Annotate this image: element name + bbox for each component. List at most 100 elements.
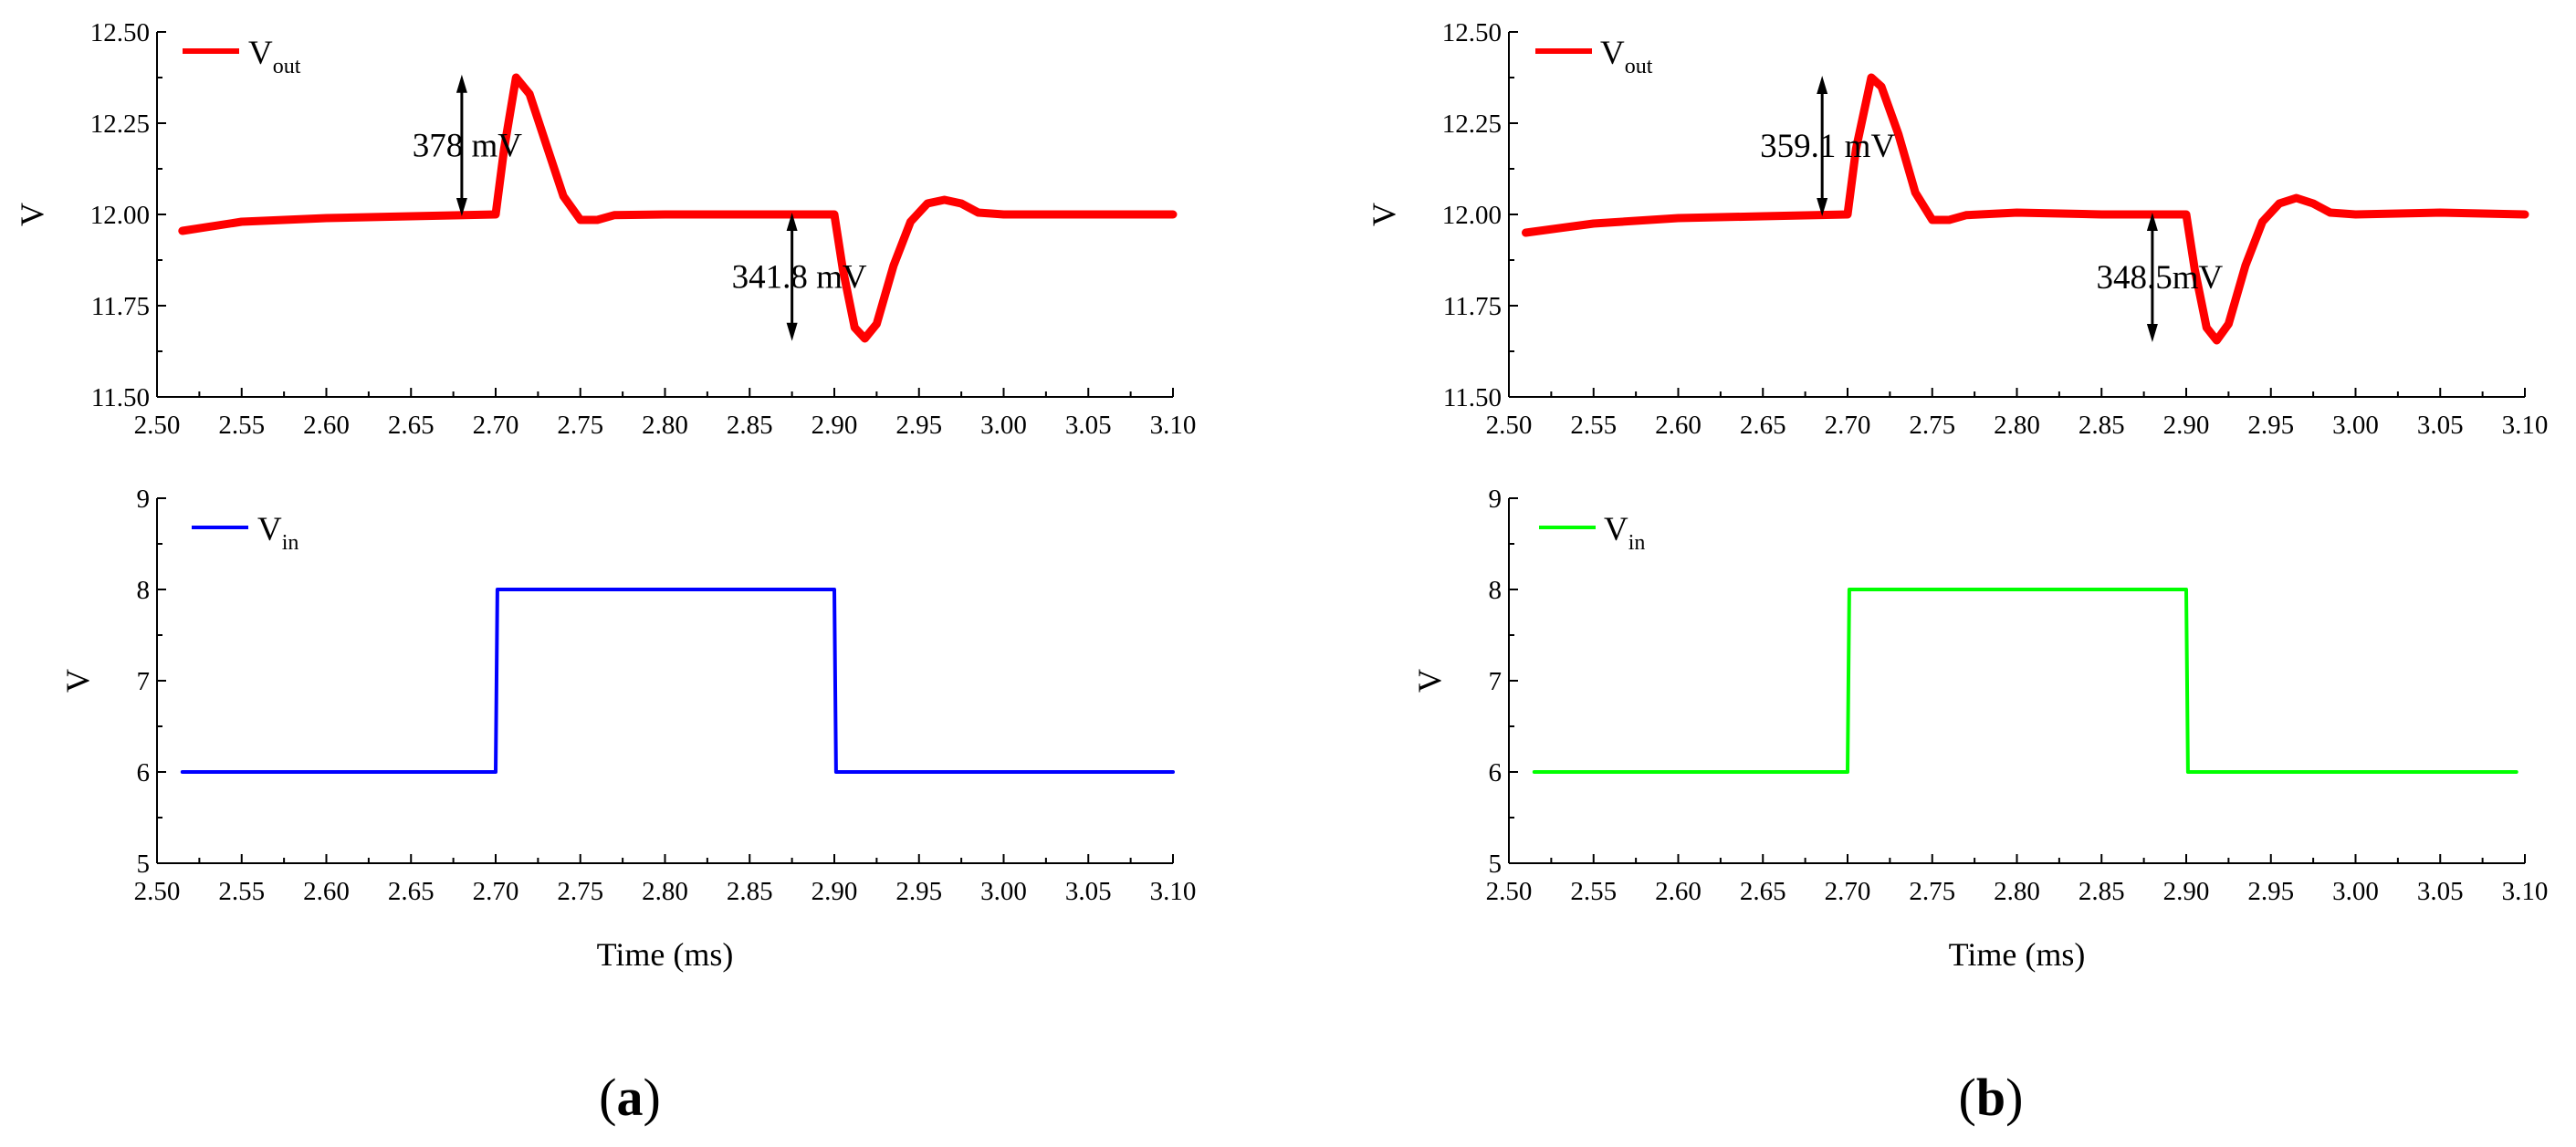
chart-2-x-tick-label: 2.70 xyxy=(1825,411,1871,440)
chart-0-x-tick-label: 3.10 xyxy=(1150,411,1197,440)
chart-2-annotation-0-arrowhead-top xyxy=(1817,76,1828,94)
chart-3-y-tick-label: 5 xyxy=(1489,850,1503,879)
chart-0-y-tick-label: 12.25 xyxy=(90,109,150,139)
chart-a-top: 2.50 2.55 2.60 2.65 2.70 2.75 2.80 2.85 2.90 2.95… xyxy=(14,18,1196,440)
chart-2-x-tick-label: 2.75 xyxy=(1909,411,1955,440)
chart-2-x-tick-label: 2.55 xyxy=(1570,411,1617,440)
chart-3-y-tick-label: 7 xyxy=(1489,667,1503,696)
chart-3-legend-main: V xyxy=(1604,511,1628,548)
chart-2-x-tick-label: 3.10 xyxy=(2502,411,2549,440)
chart-2-y-axis-label: V xyxy=(1366,203,1402,226)
chart-2-annotation-1-arrowhead-bottom xyxy=(2146,324,2158,342)
chart-3-x-tick-label: 2.70 xyxy=(1825,877,1871,906)
chart-2-x-tick-label: 2.80 xyxy=(1994,411,2040,440)
chart-2-annotation-0-label: 359.1 mV xyxy=(1760,128,1895,165)
chart-3-x-tick-label: 3.00 xyxy=(2332,877,2379,906)
chart-2-x-tick-label: 2.50 xyxy=(1486,411,1533,440)
chart-0-x-tick-label: 3.05 xyxy=(1065,411,1112,440)
chart-1-y-tick-label: 7 xyxy=(137,667,151,696)
chart-0-annotation-0-arrowhead-bottom xyxy=(456,198,467,216)
chart-0-annotation-1-arrowhead-top xyxy=(786,213,798,231)
chart-1-x-tick-label: 2.85 xyxy=(727,877,773,906)
chart-1-x-axis-label: Time (ms) xyxy=(597,936,734,973)
chart-1-y-tick-label: 9 xyxy=(137,485,151,514)
chart-3-legend-label: Vin xyxy=(1604,511,1645,555)
chart-0-x-tick-label: 2.75 xyxy=(557,411,603,440)
chart-a-bottom: 2.50 2.55 2.60 2.65 2.70 2.75 2.80 2.85 2.90 2.95… xyxy=(59,485,1196,973)
chart-0-legend-main: V xyxy=(248,35,273,72)
chart-3-x-tick-label: 2.95 xyxy=(2247,877,2294,906)
chart-3-y-tick-label: 6 xyxy=(1489,758,1503,787)
chart-2-annotation-1: 348.5mV xyxy=(2097,213,2224,342)
chart-0-x-tick-label: 3.00 xyxy=(980,411,1027,440)
chart-1-x-tick-label: 2.50 xyxy=(134,877,181,906)
chart-3-y-tick-label: 9 xyxy=(1489,485,1503,514)
panel-label-b-text: b xyxy=(1976,1068,2005,1127)
chart-0-x-tick-label: 2.95 xyxy=(895,411,942,440)
chart-1-y-tick-label: 8 xyxy=(137,576,151,605)
chart-3-x-tick-label: 3.05 xyxy=(2417,877,2464,906)
chart-1-y-tick-label: 5 xyxy=(137,850,151,879)
chart-0-y-tick-label: 12.50 xyxy=(90,18,150,47)
chart-3-y-axis-label: V xyxy=(1411,669,1448,693)
chart-2-x-tick-label: 2.65 xyxy=(1740,411,1786,440)
chart-0-legend-sub: out xyxy=(273,55,301,78)
chart-0-annotation-0-label: 378 mV xyxy=(413,127,523,164)
chart-0-legend-label: Vout xyxy=(248,35,301,78)
chart-3-x-tick-label: 2.80 xyxy=(1994,877,2040,906)
chart-2-x-tick-label: 2.90 xyxy=(2163,411,2210,440)
chart-0-annotation-1: 341.8 mV xyxy=(732,213,867,341)
chart-2-annotation-0-arrowhead-bottom xyxy=(1817,198,1828,216)
chart-2-y-tick-label: 12.25 xyxy=(1442,109,1502,139)
chart-2-series-0-line xyxy=(1522,73,2529,345)
chart-1-legend-main: V xyxy=(257,511,282,548)
chart-2-legend-main: V xyxy=(1600,35,1625,72)
chart-2-x-tick-label: 2.60 xyxy=(1655,411,1702,440)
chart-3-x-tick-label: 2.90 xyxy=(2163,877,2210,906)
chart-3-legend-sub: in xyxy=(1628,531,1646,555)
chart-1-x-tick-label: 2.80 xyxy=(642,877,688,906)
chart-1-x-tick-label: 2.75 xyxy=(557,877,603,906)
chart-2-x-tick-label: 3.05 xyxy=(2417,411,2464,440)
chart-1-x-tick-label: 3.00 xyxy=(980,877,1027,906)
chart-1-x-tick-label: 2.55 xyxy=(218,877,265,906)
chart-2-y-tick-label: 11.75 xyxy=(1443,292,1502,321)
chart-b-top: 2.50 2.55 2.60 2.65 2.70 2.75 2.80 2.85 2.90 2.95… xyxy=(1366,18,2548,440)
chart-2-y-tick-label: 12.00 xyxy=(1442,201,1502,230)
chart-0-series-0-line xyxy=(178,73,1178,343)
chart-1-x-tick-label: 3.10 xyxy=(1150,877,1197,906)
chart-2-annotation-0: 359.1 mV xyxy=(1760,76,1895,216)
chart-0-annotation-0-arrowhead-top xyxy=(456,74,467,93)
chart-1-x-tick-label: 3.05 xyxy=(1065,877,1112,906)
chart-1-x-tick-label: 2.95 xyxy=(895,877,942,906)
panel-label-a-text: a xyxy=(617,1068,644,1127)
chart-0-y-tick-label: 12.00 xyxy=(90,201,150,230)
chart-0-y-tick-label: 11.50 xyxy=(91,383,150,412)
chart-0-annotation-0: 378 mV xyxy=(413,74,523,216)
chart-2-y-tick-label: 12.50 xyxy=(1442,18,1502,47)
chart-0-x-tick-label: 2.80 xyxy=(642,411,688,440)
chart-1-series-0-line xyxy=(180,588,1175,774)
panel-label-b: (b) xyxy=(1959,1068,2024,1127)
chart-0-x-tick-label: 2.60 xyxy=(303,411,350,440)
chart-0-x-tick-label: 2.90 xyxy=(812,411,858,440)
chart-3-x-tick-label: 2.50 xyxy=(1486,877,1533,906)
chart-b-bottom: 2.50 2.55 2.60 2.65 2.70 2.75 2.80 2.85 2.90 2.95… xyxy=(1411,485,2548,973)
chart-2-legend-sub: out xyxy=(1625,55,1653,78)
chart-3-x-tick-label: 2.55 xyxy=(1570,877,1617,906)
chart-2-annotation-1-label: 348.5mV xyxy=(2097,259,2224,297)
chart-1-y-tick-label: 6 xyxy=(137,758,151,787)
chart-2-annotation-1-arrowhead-top xyxy=(2146,213,2158,231)
chart-0-x-tick-label: 2.55 xyxy=(218,411,265,440)
chart-1-x-tick-label: 2.90 xyxy=(812,877,858,906)
chart-3-x-tick-label: 2.65 xyxy=(1740,877,1786,906)
svg-text:(a): (a) xyxy=(599,1068,661,1127)
chart-0-x-tick-label: 2.65 xyxy=(388,411,435,440)
chart-3-x-tick-label: 2.60 xyxy=(1655,877,1702,906)
chart-0-x-tick-label: 2.70 xyxy=(473,411,519,440)
chart-3-series-0-line xyxy=(1532,588,2518,774)
chart-1-y-axis-label: V xyxy=(59,669,96,693)
chart-2-x-tick-label: 2.85 xyxy=(2079,411,2125,440)
svg-text:(b): (b) xyxy=(1959,1068,2024,1127)
